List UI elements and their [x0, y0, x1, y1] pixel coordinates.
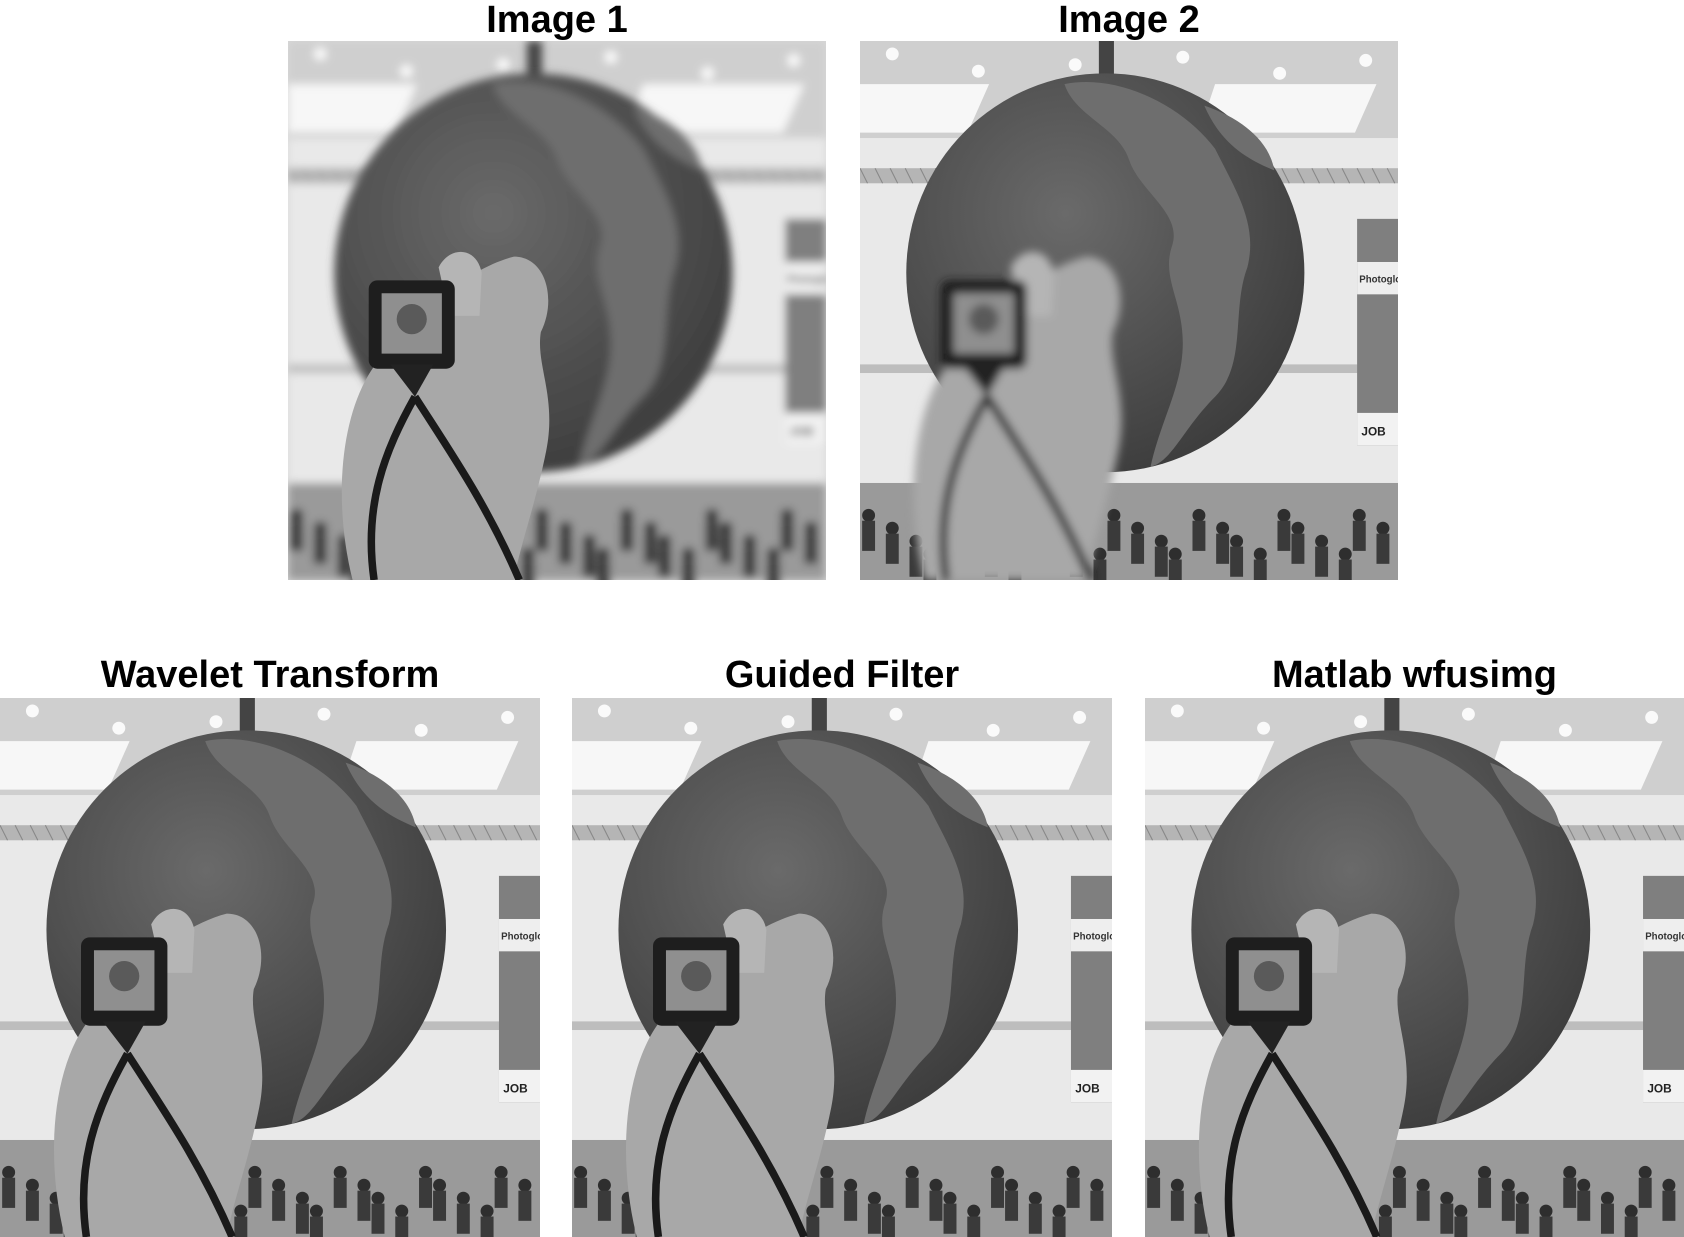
panel-guided-filter: Guided Filter Photoglo JOB	[572, 655, 1112, 1237]
ceiling-light	[414, 723, 428, 737]
ceiling-light	[1073, 710, 1087, 724]
ceiling-light	[209, 715, 223, 729]
blurred-globe-photo: Photoglo JOB	[288, 41, 826, 580]
svg-text:JOB: JOB	[789, 425, 813, 439]
photo-wavelet-transform: Photoglo JOB	[0, 698, 540, 1237]
svg-text:Photoglo: Photoglo	[1073, 931, 1112, 942]
ceiling-light	[1273, 66, 1287, 80]
photo-guided-filter: Photoglo JOB	[572, 698, 1112, 1237]
panel-title: Guided Filter	[724, 654, 960, 696]
panel-title: Image 2	[1058, 0, 1200, 41]
ceiling-light	[1176, 50, 1190, 64]
panel-image-1: Image 1 Photoglo JOB	[288, 0, 826, 580]
svg-text:Photoglo: Photoglo	[1645, 931, 1684, 942]
ceiling-light	[986, 723, 1000, 737]
ceiling-light	[604, 50, 618, 64]
ceiling-light	[317, 707, 331, 721]
ceiling-light	[971, 64, 985, 78]
ceiling-light	[781, 715, 795, 729]
svg-text:Photoglo: Photoglo	[501, 931, 540, 942]
ceiling-light	[1558, 723, 1572, 737]
continent	[1349, 739, 1536, 1124]
svg-text:JOB: JOB	[503, 1082, 528, 1096]
ceiling-light	[1257, 721, 1271, 735]
wrist-strap	[79, 1051, 236, 1237]
wrist-strap	[651, 1051, 808, 1237]
banner-sign: Photoglo JOB	[1643, 875, 1684, 1103]
banner-sign: Photoglo JOB	[498, 875, 540, 1103]
ceiling-light	[399, 64, 413, 78]
wrist-strap	[939, 394, 1095, 580]
hand-with-camera	[341, 251, 550, 580]
wrist-strap	[1224, 1051, 1381, 1237]
panel-title: Matlab wfusimg	[1271, 654, 1558, 696]
fused-photo: Photoglo JOB	[572, 698, 1112, 1237]
banner-sign: Photoglo JOB	[785, 218, 826, 446]
ceiling-light	[787, 53, 801, 67]
panel-title: Wavelet Transform	[100, 654, 440, 696]
banner-sign: Photoglo JOB	[1070, 875, 1112, 1103]
svg-text:Photoglo: Photoglo	[1359, 274, 1398, 285]
continent	[777, 739, 964, 1124]
ceiling-light	[1354, 715, 1368, 729]
continent	[1064, 82, 1251, 467]
ceiling-light	[25, 704, 39, 718]
ceiling-light	[112, 721, 126, 735]
banner-sign: Photoglo JOB	[1357, 218, 1398, 446]
ceiling-light	[889, 707, 903, 721]
ceiling-light	[496, 58, 510, 72]
continent	[205, 739, 392, 1124]
blurred-hand-photo: Photoglo JOB	[860, 41, 1398, 580]
ceiling-light	[885, 47, 899, 61]
ceiling-light	[701, 66, 715, 80]
panel-matlab-wfusimg: Matlab wfusimg Photoglo JOB	[1145, 655, 1684, 1237]
photo-image-2: Photoglo JOB	[860, 41, 1398, 580]
photo-matlab-wfusimg: Photoglo JOB	[1145, 698, 1684, 1237]
panel-title: Image 1	[486, 0, 628, 41]
hand-with-camera	[913, 251, 1122, 580]
svg-text:JOB: JOB	[1647, 1082, 1672, 1096]
hand-with-camera	[1198, 908, 1407, 1237]
ceiling-light	[1461, 707, 1475, 721]
panel-wavelet-transform: Wavelet Transform Photoglo JOB	[0, 655, 540, 1237]
continent	[492, 82, 679, 467]
svg-text:Photoglo: Photoglo	[787, 274, 826, 285]
ceiling-light	[313, 47, 327, 61]
hand-with-camera	[54, 908, 263, 1237]
svg-text:JOB: JOB	[1075, 1082, 1100, 1096]
ceiling-light	[684, 721, 698, 735]
photo-image-1: Photoglo JOB	[288, 41, 826, 580]
ceiling-light	[597, 704, 611, 718]
svg-text:JOB: JOB	[1361, 425, 1385, 439]
ceiling-light	[1645, 710, 1659, 724]
hand-with-camera	[626, 908, 835, 1237]
ceiling-light	[1068, 58, 1082, 72]
fused-photo: Photoglo JOB	[1145, 698, 1684, 1237]
wrist-strap	[367, 394, 523, 580]
fused-photo: Photoglo JOB	[0, 698, 540, 1237]
panel-image-2: Image 2 Photoglo JOB	[860, 0, 1398, 580]
ceiling-light	[1170, 704, 1184, 718]
ceiling-light	[1359, 53, 1373, 67]
ceiling-light	[501, 710, 515, 724]
